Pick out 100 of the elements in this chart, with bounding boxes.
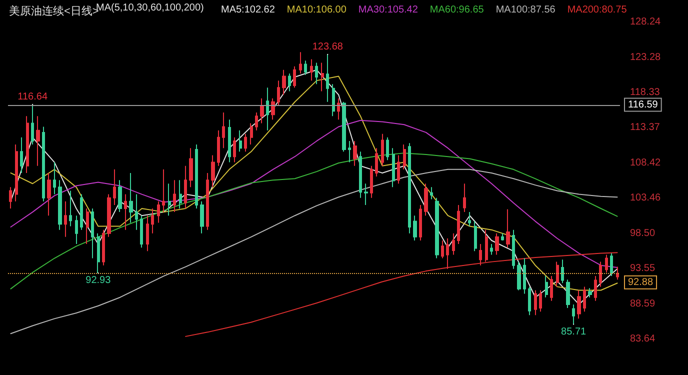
candlestick [577, 290, 581, 320]
candlestick [403, 144, 406, 170]
candlestick [260, 98, 264, 124]
candlestick [310, 58, 313, 82]
annotation: 92.93 [86, 274, 112, 286]
candlestick [222, 112, 225, 149]
candlestick [408, 142, 411, 234]
y-tick-label: 103.46 [630, 192, 662, 204]
candlestick [157, 200, 160, 224]
candlestick [512, 229, 515, 270]
candlestick [474, 220, 477, 252]
candlestick [495, 232, 499, 256]
candlestick [588, 288, 592, 298]
annotation: 85.71 [561, 326, 586, 338]
candlestick [9, 186, 12, 210]
candlestick [326, 54, 329, 102]
y-tick-label: 118.33 [630, 86, 660, 98]
candlestick [370, 165, 373, 198]
candlestick [616, 266, 619, 280]
candlestick [102, 229, 105, 266]
candlestick [561, 259, 564, 284]
candlestick [353, 140, 357, 166]
text: MA60:96.65 [430, 4, 484, 16]
candlestick [364, 183, 368, 206]
text: MA100:87.56 [496, 4, 556, 16]
candlestick [69, 190, 72, 227]
y-tick-label: 108.42 [630, 157, 662, 168]
candlestick [20, 136, 23, 174]
candlestick [26, 116, 29, 174]
y-tick-label: 83.64 [630, 334, 656, 344]
line-series [10, 120, 618, 268]
candlestick [506, 208, 510, 248]
candlestick [452, 232, 455, 256]
candlestick [430, 186, 433, 200]
candlestick [424, 183, 428, 216]
line-series [10, 152, 618, 290]
candlestick [463, 183, 466, 213]
text: MA200:80.75 [567, 4, 628, 16]
candlestick [501, 232, 504, 241]
text: MA30:105.42 [358, 4, 418, 16]
candlestick [195, 144, 198, 210]
candlestick [435, 197, 439, 259]
candlestick [381, 133, 384, 166]
candlestick [534, 290, 537, 316]
candlestick [80, 194, 83, 230]
candlestick [179, 180, 182, 210]
candlestick [118, 180, 122, 213]
candlestick [332, 84, 335, 117]
candlestick [550, 276, 553, 302]
candlestick [277, 80, 280, 106]
candlestick [239, 130, 242, 152]
candlestick [457, 204, 460, 245]
candlestick [206, 172, 209, 230]
candlestick [413, 215, 417, 241]
legend-title: MA(5,10,30,60,100,200) [96, 2, 204, 14]
candlestick [490, 244, 493, 256]
candlestick [86, 208, 89, 245]
candlestick [266, 87, 269, 131]
candlestick [594, 276, 597, 302]
candlestick [419, 204, 422, 241]
candlestick [15, 144, 18, 202]
candlestick [113, 168, 116, 206]
candlestick [151, 208, 154, 234]
candlestick [53, 162, 56, 195]
candlestick [129, 172, 133, 224]
candlestick [528, 286, 531, 316]
candlestick [299, 52, 302, 74]
candlestick [91, 208, 94, 259]
candlestick [255, 112, 258, 131]
line-series [10, 168, 618, 334]
candlestick [599, 261, 602, 288]
y-tick-label: 98.50 [630, 228, 656, 239]
candlestick [97, 232, 100, 274]
candlestick [58, 180, 62, 230]
candlestick [468, 212, 471, 227]
ref-line-label: 92.88 [628, 276, 654, 288]
annotation: 116.64 [18, 91, 48, 102]
y-tick-label: 113.37 [630, 122, 660, 134]
candlestick [211, 154, 215, 188]
candlestick [64, 200, 67, 238]
candlestick [135, 194, 138, 230]
candlestick [386, 136, 389, 161]
candlestick [146, 215, 149, 252]
candlestick [375, 148, 378, 178]
candlestick [124, 194, 127, 230]
candlestick [566, 279, 570, 309]
text: MA5:102.62 [221, 4, 276, 16]
candlestick [441, 240, 444, 259]
candlestick [321, 62, 324, 92]
candlestick [359, 151, 362, 198]
y-tick-label: 88.59 [630, 298, 656, 310]
candlestick [217, 130, 220, 166]
candlestick [545, 276, 548, 298]
candlestick [304, 60, 307, 76]
candlestick [228, 119, 231, 163]
text: MA10:106.00 [286, 4, 347, 16]
ref-line-label: 116.59 [628, 99, 658, 110]
candlestick [140, 215, 143, 248]
candlestick [288, 72, 291, 92]
candlestick [189, 148, 193, 188]
